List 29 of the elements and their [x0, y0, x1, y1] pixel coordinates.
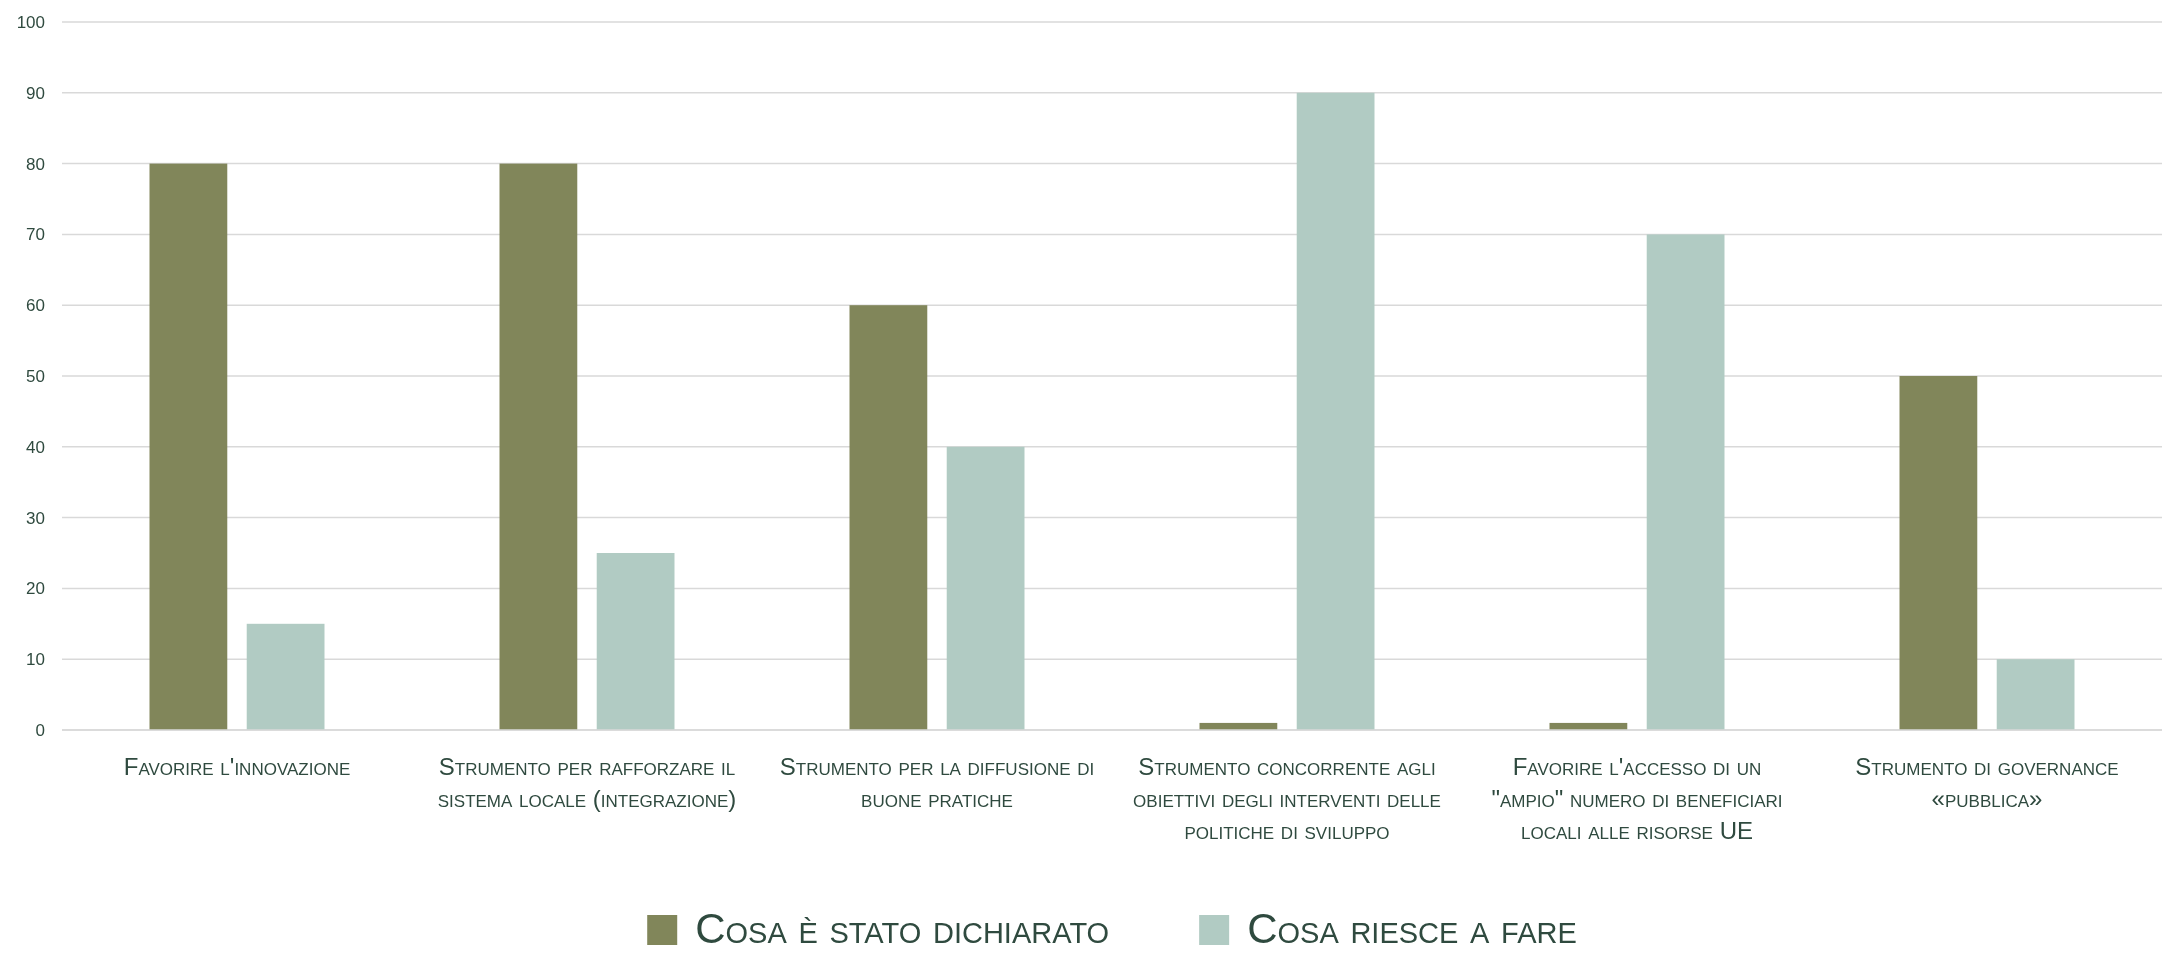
x-tick-label: Strumento di governance «pubblica» [1855, 753, 2119, 812]
bar [246, 623, 325, 730]
bar [1646, 234, 1725, 730]
y-tick-label: 30 [26, 508, 45, 528]
legend-label: Cosa è stato dichiarato [695, 905, 1110, 952]
x-tick-label: Strumento concorrente agli obiettivi degli interventi delle politiche di sviluppo [1133, 753, 1441, 844]
y-tick-label: 90 [26, 83, 45, 103]
bar [1296, 92, 1375, 730]
y-tick-label: 80 [26, 154, 45, 174]
y-tick-label: 60 [26, 296, 45, 316]
y-tick-label: 20 [26, 579, 45, 599]
bar [596, 553, 675, 730]
x-tick-label: Favorire l'innovazione [123, 753, 351, 780]
x-tick-label: Strumento per rafforzare il sistema locale (integrazione) [437, 753, 737, 812]
bar [1899, 376, 1978, 730]
y-tick-label: 100 [16, 12, 45, 32]
bar [946, 446, 1025, 730]
bar [1996, 659, 2075, 730]
x-tick-label: Strumento per la diffusione di buone pratiche [779, 753, 1095, 812]
y-tick-label: 70 [26, 225, 45, 245]
y-tick-label: 50 [26, 366, 45, 386]
y-tick-label: 10 [26, 650, 45, 670]
y-tick-label: 40 [26, 437, 45, 457]
x-tick-label: Favorire l'accesso di un "ampio" numero di beneficiari locali alle risorse UE [1491, 753, 1783, 844]
legend-label: Cosa riesce a fare [1247, 905, 1577, 952]
bar [849, 305, 928, 730]
bar [499, 163, 578, 730]
bar [149, 163, 228, 730]
y-tick-label: 0 [35, 720, 45, 740]
